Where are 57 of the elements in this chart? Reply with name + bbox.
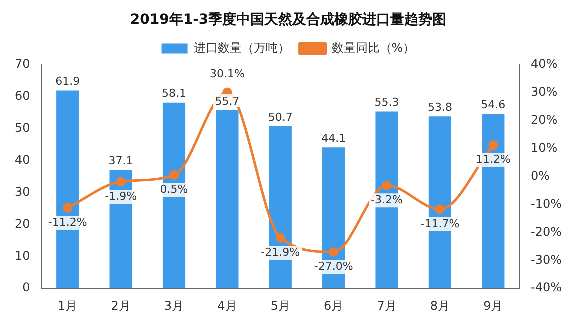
y-tick-label: 40: [14, 152, 30, 167]
data-label: 55.7: [215, 94, 240, 108]
y-tick-label: 10: [14, 248, 30, 263]
x-tick-label: 1月: [58, 298, 78, 313]
y2-tick-label: -30%: [531, 252, 562, 267]
x-tick-label: 7月: [377, 298, 397, 313]
point: [63, 203, 73, 213]
y2-tick-label: 0%: [531, 168, 550, 183]
data-label: 61.9: [56, 75, 80, 88]
data-label: 53.8: [428, 100, 452, 114]
data-label: -27.0%: [314, 260, 354, 274]
data-label: 30.1%: [210, 67, 245, 80]
y2-tick-label: 30%: [531, 84, 558, 99]
data-label: -21.9%: [261, 246, 300, 259]
y-tick-label: 60: [14, 88, 30, 103]
y2-tick-label: -10%: [531, 196, 562, 211]
x-tick-label: 8月: [430, 298, 450, 313]
y-tick-label: 20: [14, 216, 30, 231]
data-label: 54.6: [481, 98, 506, 112]
data-label: -3.2%: [371, 194, 403, 207]
data-label: 55.3: [374, 96, 400, 110]
x-tick-label: 4月: [218, 298, 238, 313]
data-label: -11.7%: [420, 217, 460, 230]
data-label: 37.1: [108, 154, 134, 168]
point: [170, 170, 179, 180]
y2-tick-label: 20%: [531, 112, 558, 127]
data-label: 11.2%: [476, 153, 511, 166]
chart-title: 2019年1-3季度中国天然及合成橡胶进口量趋势图: [130, 11, 447, 28]
data-label: -11.2%: [48, 216, 88, 229]
legend-label: 数量同比（%）: [332, 40, 416, 55]
x-tick-label: 6月: [324, 298, 344, 313]
data-label: 58.1: [162, 87, 186, 100]
x-tick-label: 2月: [111, 298, 131, 313]
y2-tick-label: 10%: [531, 140, 558, 155]
legend-label: 进口数量（万吨）: [194, 40, 290, 55]
point: [276, 233, 286, 243]
y-tick-label: 50: [14, 120, 30, 135]
bar: [216, 110, 239, 289]
data-label: -1.9%: [105, 190, 138, 203]
y-tick-label: 70: [14, 56, 30, 71]
y-tick-label: 0: [22, 280, 30, 295]
y2-tick-label: -40%: [531, 280, 562, 295]
y2-tick-label: 40%: [531, 56, 558, 71]
point: [382, 180, 392, 190]
bar: [162, 102, 186, 289]
y-tick-label: 30: [14, 184, 30, 199]
point: [329, 247, 339, 257]
data-label: 50.7: [268, 110, 293, 124]
point: [488, 140, 498, 150]
x-tick-label: 3月: [164, 298, 184, 313]
y2-tick-label: -20%: [531, 224, 562, 239]
x-tick-label: 5月: [270, 298, 290, 313]
point: [435, 204, 445, 214]
point: [116, 177, 126, 187]
data-label: 0.5%: [160, 183, 188, 196]
data-label: 44.1: [322, 132, 346, 145]
x-tick-label: 9月: [484, 298, 504, 313]
